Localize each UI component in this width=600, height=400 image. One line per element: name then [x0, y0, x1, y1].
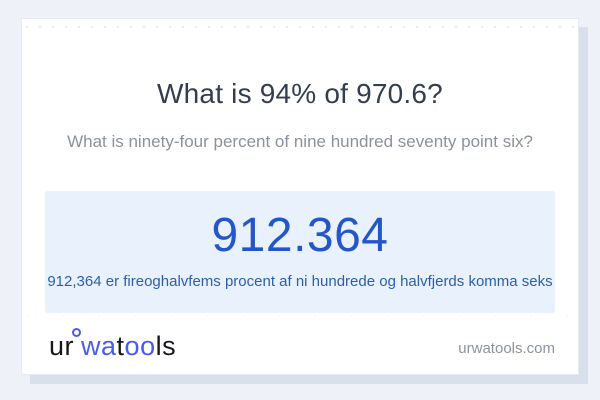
- result-sentence: 912,364 er fireoghalvfems procent af ni …: [47, 273, 553, 291]
- dotted-divider-top: [26, 26, 574, 28]
- question-title: What is 94% of 970.6?: [157, 78, 443, 109]
- logo-text-accent-2: oo: [124, 330, 156, 361]
- logo-text-dark-3: ls: [155, 330, 177, 361]
- card-footer: ur watools urwatools.com: [22, 318, 578, 374]
- logo-text-dark-1: ur: [49, 330, 75, 361]
- question-subtitle: What is ninety-four percent of nine hund…: [67, 131, 533, 151]
- logo-text-accent-1: wa: [81, 330, 117, 361]
- result-card: What is 94% of 970.6? What is ninety-fou…: [21, 18, 579, 375]
- logo-ring-icon: [72, 327, 82, 337]
- result-box: 912.364 912,364 er fireoghalvfems procen…: [45, 190, 555, 313]
- site-domain: urwatools.com: [458, 339, 555, 357]
- result-value: 912.364: [211, 209, 389, 263]
- dotted-divider-bottom: [26, 315, 574, 317]
- logo-text-dark-2: t: [116, 330, 125, 361]
- brand-logo[interactable]: ur watools: [49, 327, 177, 361]
